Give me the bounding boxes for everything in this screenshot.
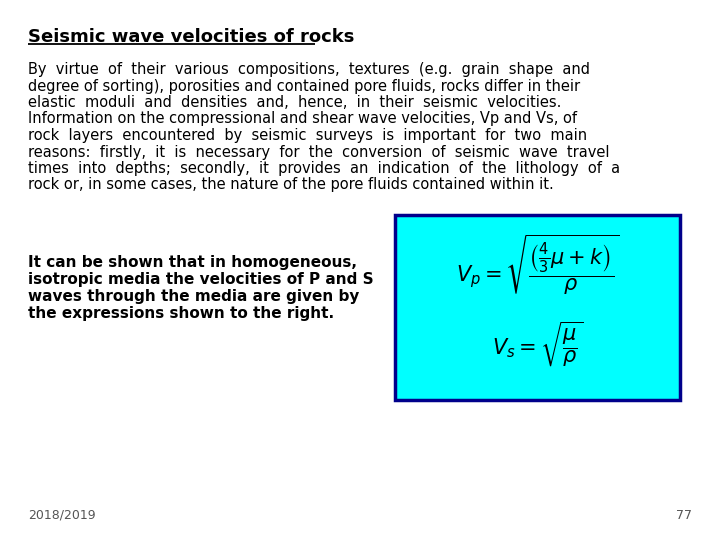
Text: rock  layers  encountered  by  seismic  surveys  is  important  for  two  main: rock layers encountered by seismic surve… — [28, 128, 587, 143]
Text: $V_s = \sqrt{\dfrac{\mu}{\rho}}$: $V_s = \sqrt{\dfrac{\mu}{\rho}}$ — [492, 320, 583, 369]
Text: elastic  moduli  and  densities  and,  hence,  in  their  seismic  velocities.: elastic moduli and densities and, hence,… — [28, 95, 562, 110]
Text: the expressions shown to the right.: the expressions shown to the right. — [28, 306, 334, 321]
Text: $V_p = \sqrt{\dfrac{\left(\frac{4}{3}\mu + k\right)}{\rho}}$: $V_p = \sqrt{\dfrac{\left(\frac{4}{3}\mu… — [456, 233, 619, 298]
Text: Seismic wave velocities of rocks: Seismic wave velocities of rocks — [28, 28, 354, 46]
Text: degree of sorting), porosities and contained pore fluids, rocks differ in their: degree of sorting), porosities and conta… — [28, 78, 580, 93]
Text: It can be shown that in homogeneous,: It can be shown that in homogeneous, — [28, 255, 357, 270]
Text: rock or, in some cases, the nature of the pore fluids contained within it.: rock or, in some cases, the nature of th… — [28, 178, 554, 192]
Text: isotropic media the velocities of P and S: isotropic media the velocities of P and … — [28, 272, 374, 287]
Text: By  virtue  of  their  various  compositions,  textures  (e.g.  grain  shape  an: By virtue of their various compositions,… — [28, 62, 590, 77]
Text: 2018/2019: 2018/2019 — [28, 509, 96, 522]
Text: waves through the media are given by: waves through the media are given by — [28, 289, 359, 304]
Text: times  into  depths;  secondly,  it  provides  an  indication  of  the  litholog: times into depths; secondly, it provides… — [28, 161, 620, 176]
Text: Information on the compressional and shear wave velocities, Vp and Vs, of: Information on the compressional and she… — [28, 111, 577, 126]
Text: 77: 77 — [676, 509, 692, 522]
Text: reasons:  firstly,  it  is  necessary  for  the  conversion  of  seismic  wave  : reasons: firstly, it is necessary for th… — [28, 145, 610, 159]
Bar — [395, 215, 680, 400]
